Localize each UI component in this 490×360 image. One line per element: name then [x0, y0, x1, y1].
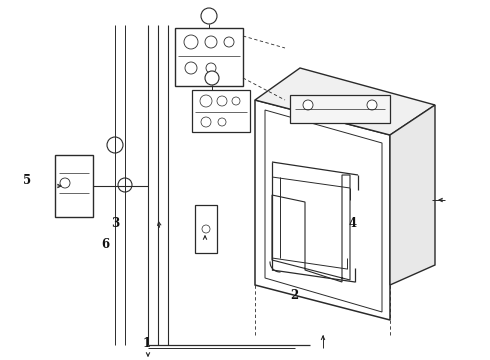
- Circle shape: [200, 95, 212, 107]
- Circle shape: [205, 36, 217, 48]
- Circle shape: [224, 37, 234, 47]
- Text: 2: 2: [290, 289, 298, 302]
- Circle shape: [367, 100, 377, 110]
- Circle shape: [218, 118, 226, 126]
- Bar: [55, 155, 93, 217]
- Bar: [195, 205, 217, 253]
- Polygon shape: [265, 110, 382, 312]
- Bar: [192, 90, 250, 132]
- Text: 3: 3: [111, 217, 119, 230]
- Circle shape: [118, 178, 132, 192]
- Text: 4: 4: [349, 217, 357, 230]
- Circle shape: [60, 178, 70, 188]
- Text: 1: 1: [143, 337, 151, 350]
- Circle shape: [303, 100, 313, 110]
- Circle shape: [206, 63, 216, 73]
- Circle shape: [202, 225, 210, 233]
- Circle shape: [107, 137, 123, 153]
- Text: 6: 6: [101, 238, 109, 251]
- Circle shape: [185, 62, 197, 74]
- Polygon shape: [390, 105, 435, 285]
- Circle shape: [217, 96, 227, 106]
- Polygon shape: [255, 100, 390, 320]
- Circle shape: [232, 97, 240, 105]
- Circle shape: [201, 8, 217, 24]
- Circle shape: [184, 35, 198, 49]
- Bar: [290, 95, 390, 123]
- Polygon shape: [272, 175, 350, 282]
- Circle shape: [205, 71, 219, 85]
- Polygon shape: [255, 68, 435, 135]
- Text: 5: 5: [23, 174, 31, 186]
- Bar: [175, 28, 243, 86]
- Circle shape: [201, 117, 211, 127]
